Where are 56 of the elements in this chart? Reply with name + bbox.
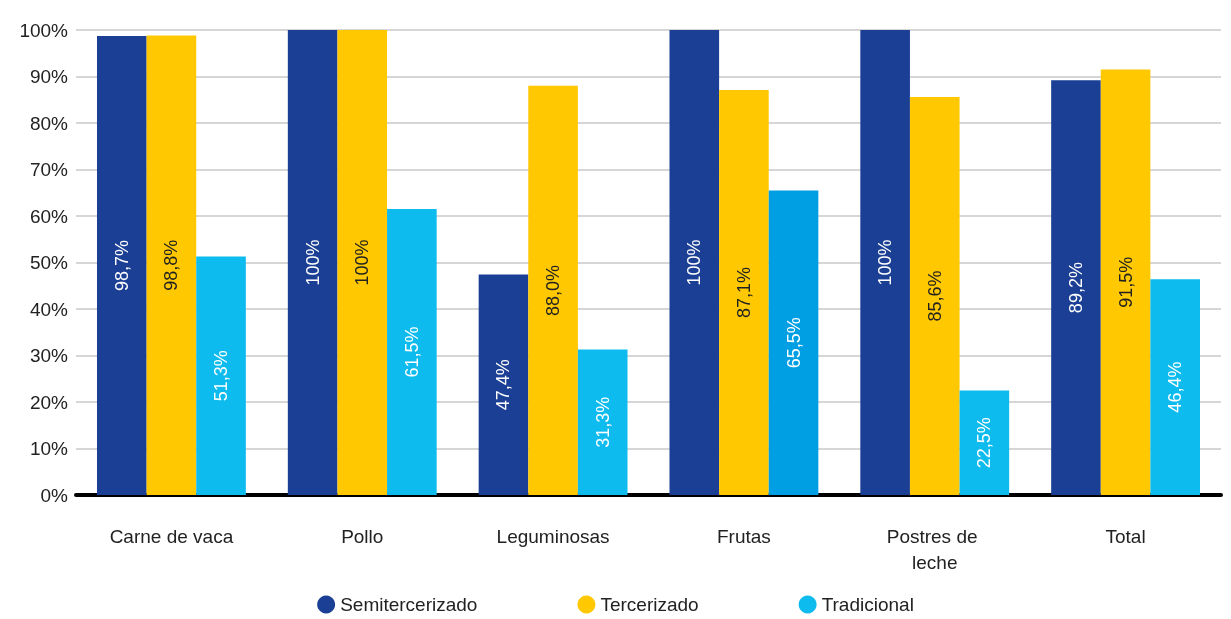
bar (860, 30, 910, 495)
bar (577, 349, 628, 495)
y-tick-label: 50% (29, 252, 69, 273)
x-tick-label: Leguminosas (496, 525, 610, 547)
data-label: 98,7% (111, 240, 132, 292)
data-label: 61,5% (401, 326, 422, 378)
x-tick-label: Carne de vaca (109, 525, 234, 547)
data-label: 22,5% (974, 417, 995, 469)
x-tick-label: Total (1105, 525, 1146, 547)
bar (909, 96, 960, 495)
y-tick-label: 30% (29, 345, 69, 366)
bar (337, 30, 388, 495)
y-tick-label: 90% (29, 66, 69, 87)
x-tick-label: Frutas (716, 525, 771, 547)
x-tick-label: Postres de leche (886, 525, 983, 573)
bar (478, 274, 529, 495)
data-label: 100% (684, 239, 705, 286)
bar (719, 89, 769, 495)
bar (1051, 80, 1101, 495)
y-tick-label: 40% (29, 298, 69, 320)
bar (287, 30, 338, 495)
y-tick-label: 10% (29, 438, 69, 459)
data-label: 65,5% (783, 317, 804, 369)
bar (387, 209, 437, 495)
data-label: 46,4% (1165, 361, 1186, 413)
bar (768, 190, 819, 495)
x-tick-label: Pollo (341, 525, 384, 547)
bar (196, 256, 246, 495)
data-label: 51,3% (211, 350, 232, 402)
data-label: 31,3% (592, 396, 613, 448)
legend-label: Tercerizado (600, 594, 699, 615)
legend-label: Tradicional (821, 594, 914, 615)
y-tick-label: 80% (29, 112, 69, 134)
y-tick-label: 0% (40, 484, 69, 506)
data-label: 47,4% (493, 359, 514, 411)
data-label: 85,6% (924, 270, 945, 322)
data-label: 98,8% (161, 239, 182, 291)
y-tick-label: 60% (29, 205, 69, 227)
y-tick-label: 100% (19, 19, 69, 41)
y-tick-label: 20% (29, 391, 69, 413)
bar (1100, 69, 1151, 495)
data-label: 89,2% (1065, 262, 1086, 314)
y-tick-label: 70% (29, 159, 69, 180)
bar (528, 85, 578, 495)
data-label: 88,0% (543, 264, 564, 316)
data-label: 91,5% (1115, 256, 1136, 308)
data-label: 100% (302, 239, 323, 286)
bar (146, 35, 197, 495)
bar (669, 30, 720, 495)
legend-label: Semitercerizado (340, 594, 478, 615)
data-label: 100% (352, 239, 373, 286)
data-label: 87,1% (733, 266, 754, 319)
bar (959, 390, 1010, 495)
bar (1150, 279, 1201, 495)
bar (96, 36, 147, 495)
data-label: 100% (875, 239, 896, 286)
